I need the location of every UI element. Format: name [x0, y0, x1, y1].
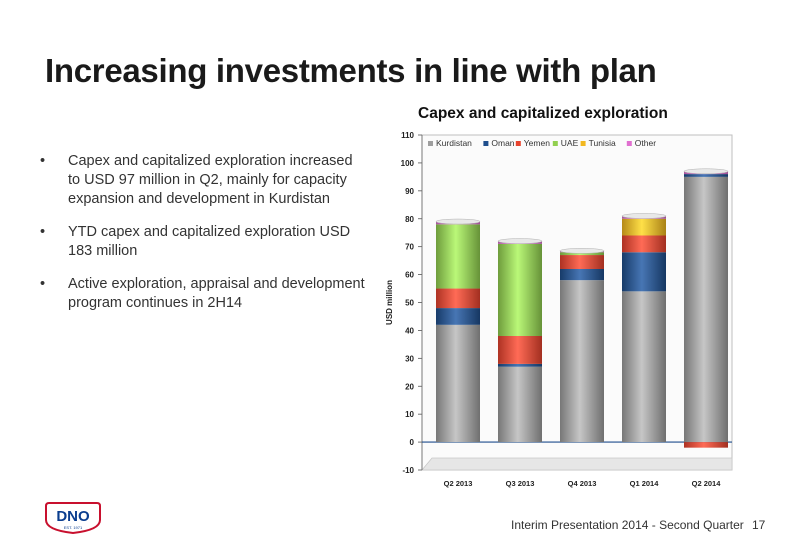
- legend-label: UAE: [561, 138, 579, 148]
- x-tick-label: Q4 2013: [568, 479, 597, 488]
- bar-cap: [683, 168, 729, 175]
- legend-swatch: [552, 141, 558, 146]
- bullet-text: Active exploration, appraisal and develo…: [68, 276, 365, 311]
- bar-cap: [435, 218, 481, 225]
- legend-label: Oman: [491, 138, 514, 148]
- legend-label: Tunisia: [589, 138, 616, 148]
- bar-segment-oman: [622, 252, 666, 292]
- y-tick-label: 110: [401, 131, 414, 140]
- bar-segment-oman: [498, 363, 542, 367]
- bar-segment-uae: [560, 252, 604, 256]
- bullet-item: • Capex and capitalized exploration incre…: [40, 152, 365, 209]
- y-tick-label: 70: [405, 243, 414, 252]
- x-tick-label: Q2 2014: [692, 479, 722, 488]
- bar-cap: [559, 248, 605, 254]
- legend-label: Yemen: [524, 138, 550, 148]
- slide-title: Increasing investments in line with plan: [45, 52, 657, 89]
- logo-text: DNO: [56, 508, 90, 525]
- bullet-text: Capex and capitalized exploration increa…: [68, 153, 353, 207]
- bullet-list: • Capex and capitalized exploration incre…: [40, 152, 365, 327]
- bullet-dot: •: [40, 276, 46, 292]
- legend-swatch: [626, 141, 632, 146]
- legend-label: Kurdistan: [436, 138, 472, 148]
- footer-text: Interim Presentation 2014 - Second Quart…: [511, 518, 744, 532]
- page-number: 17: [752, 518, 766, 532]
- legend-swatch: [483, 141, 489, 146]
- bar-segment-kurdistan: [560, 280, 604, 443]
- y-tick-label: 0: [410, 438, 415, 447]
- dno-logo: DNO EST. 1971: [45, 502, 101, 534]
- bar-segment-kurdistan: [622, 291, 666, 443]
- y-tick-label: 20: [405, 382, 414, 391]
- chart-title: Capex and capitalized exploration: [418, 105, 668, 122]
- bar-segment-kurdistan: [684, 176, 728, 443]
- bar-segment-yemen: [560, 255, 604, 269]
- legend-swatch: [580, 141, 586, 146]
- bar-segment-uae: [498, 243, 542, 336]
- bar-segment-yemen: [684, 442, 728, 448]
- y-tick-label: 40: [405, 326, 414, 335]
- bullet-dot: •: [40, 224, 46, 240]
- bar-segment-uae: [436, 224, 480, 289]
- y-tick-label: 60: [405, 271, 414, 280]
- bar-cap: [497, 238, 543, 244]
- y-tick-label: -10: [402, 466, 414, 475]
- bar-segment-yemen: [622, 235, 666, 253]
- logo-subtext: EST. 1971: [64, 525, 83, 530]
- legend-swatch: [515, 141, 521, 146]
- bar-segment-kurdistan: [498, 366, 542, 443]
- bullet-text: YTD capex and capitalized exploration US…: [68, 224, 351, 259]
- legend-swatch: [428, 141, 433, 146]
- bar-segment-oman: [436, 308, 480, 325]
- bar-segment-oman: [684, 174, 728, 177]
- y-tick-label: 100: [401, 159, 415, 168]
- y-tick-label: 30: [405, 354, 414, 363]
- bar-segment-yemen: [436, 288, 480, 309]
- bullet-dot: •: [40, 153, 46, 169]
- x-tick-label: Q3 2013: [506, 479, 535, 488]
- y-tick-label: 80: [405, 215, 414, 224]
- plot-floor: [421, 457, 733, 471]
- y-tick-label: 90: [405, 187, 414, 196]
- y-tick-label: 10: [405, 410, 414, 419]
- bullet-item: • YTD capex and capitalized exploration U…: [40, 223, 365, 261]
- bar-segment-oman: [560, 269, 604, 281]
- y-axis-title: USD million: [385, 280, 394, 325]
- x-tick-label: Q1 2014: [630, 479, 660, 488]
- x-tick-label: Q2 2013: [444, 479, 473, 488]
- bar-segment-tunisia: [622, 218, 666, 236]
- y-tick-label: 50: [405, 299, 414, 308]
- bar-segment-kurdistan: [436, 324, 480, 443]
- capex-chart: -10 0 10 20 30 40 50 60 70 80 90 100 110 USD million K…: [385, 131, 733, 488]
- bar-cap: [621, 213, 667, 219]
- legend-label: Other: [635, 138, 656, 148]
- bullet-item: • Active exploration, appraisal and devel…: [40, 275, 365, 313]
- bar-segment-yemen: [498, 336, 542, 364]
